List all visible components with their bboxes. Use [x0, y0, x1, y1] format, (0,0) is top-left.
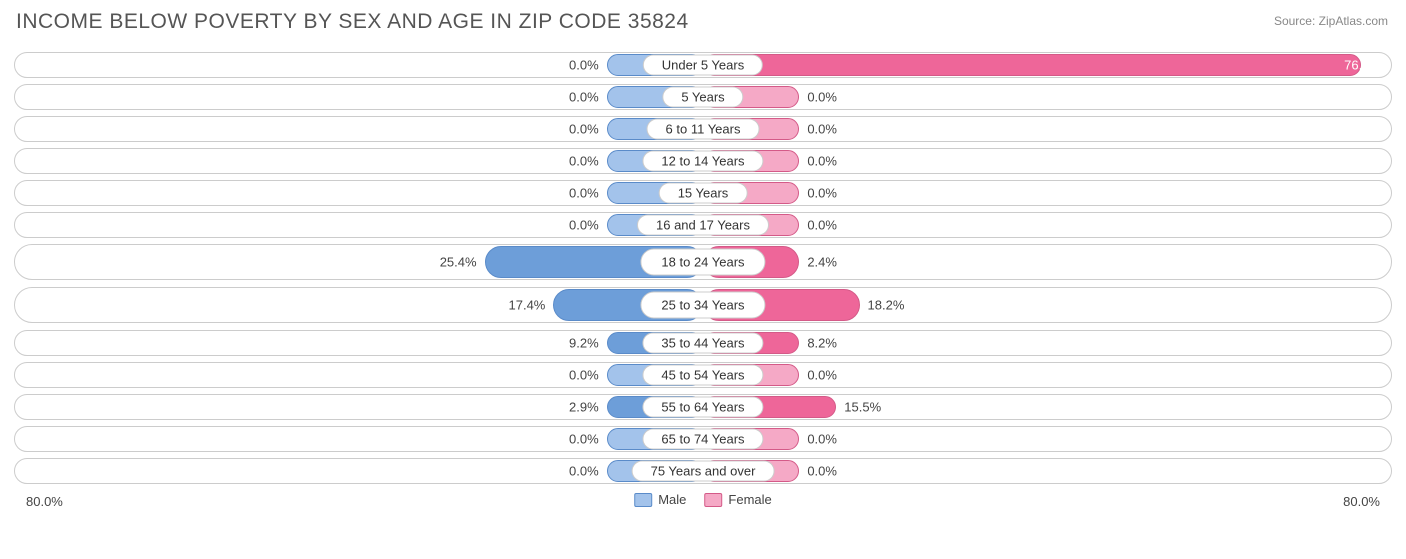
male-value-label: 0.0% [569, 154, 599, 169]
male-swatch-icon [634, 493, 652, 507]
male-value-label: 0.0% [569, 58, 599, 73]
male-value-label: 0.0% [569, 368, 599, 383]
axis-max-right: 80.0% [1343, 494, 1380, 509]
legend-label-female: Female [728, 492, 771, 507]
female-value-label: 15.5% [844, 400, 881, 415]
data-row: 0.0% 0.0% 45 to 54 Years [14, 362, 1392, 388]
male-value-label: 0.0% [569, 122, 599, 137]
data-row: 0.0% 0.0% 75 Years and over [14, 458, 1392, 484]
female-value-label: 0.0% [807, 218, 837, 233]
female-value-label: 0.0% [807, 432, 837, 447]
category-label: 18 to 24 Years [640, 249, 765, 276]
category-label: 35 to 44 Years [642, 333, 763, 354]
female-value-label: 0.0% [807, 368, 837, 383]
female-swatch-icon [704, 493, 722, 507]
female-bar [703, 54, 1361, 76]
category-label: 75 Years and over [632, 461, 775, 482]
data-row: 25.4% 2.4% 18 to 24 Years [14, 244, 1392, 280]
category-label: 5 Years [662, 87, 743, 108]
female-value-label: 0.0% [807, 122, 837, 137]
category-label: 16 and 17 Years [637, 215, 769, 236]
chart-footer: 80.0% Male Female 80.0% [14, 490, 1392, 518]
source-attribution: Source: ZipAtlas.com [1274, 14, 1388, 28]
category-label: 55 to 64 Years [642, 397, 763, 418]
female-value-label: 0.0% [807, 90, 837, 105]
legend: Male Female [634, 492, 772, 507]
chart-area: 0.0%76.5%Under 5 Years0.0%0.0%5 Years0.0… [14, 52, 1392, 484]
female-value-label: 0.0% [807, 464, 837, 479]
female-value-label: 76.5% [1344, 58, 1381, 73]
data-row: 0.0% 76.5% Under 5 Years [14, 52, 1392, 78]
male-value-label: 25.4% [440, 255, 477, 270]
male-value-label: 9.2% [569, 336, 599, 351]
category-label: 25 to 34 Years [640, 292, 765, 319]
data-row: 0.0% 0.0% 65 to 74 Years [14, 426, 1392, 452]
data-row: 0.0% 0.0% 6 to 11 Years [14, 116, 1392, 142]
legend-item-female: Female [704, 492, 771, 507]
category-label: 65 to 74 Years [642, 429, 763, 450]
category-label: 45 to 54 Years [642, 365, 763, 386]
category-label: Under 5 Years [643, 55, 763, 76]
male-value-label: 17.4% [509, 298, 546, 313]
male-value-label: 2.9% [569, 400, 599, 415]
data-row: 0.0% 0.0% 16 and 17 Years [14, 212, 1392, 238]
male-value-label: 0.0% [569, 218, 599, 233]
female-value-label: 0.0% [807, 154, 837, 169]
category-label: 15 Years [659, 183, 748, 204]
category-label: 6 to 11 Years [647, 119, 760, 140]
male-value-label: 0.0% [569, 186, 599, 201]
data-row: 9.2% 8.2% 35 to 44 Years [14, 330, 1392, 356]
chart-title: INCOME BELOW POVERTY BY SEX AND AGE IN Z… [16, 10, 1392, 34]
legend-label-male: Male [658, 492, 686, 507]
axis-max-left: 80.0% [26, 494, 63, 509]
data-row: 0.0% 0.0% 5 Years [14, 84, 1392, 110]
male-value-label: 0.0% [569, 432, 599, 447]
legend-item-male: Male [634, 492, 686, 507]
female-value-label: 8.2% [807, 336, 837, 351]
female-value-label: 2.4% [807, 255, 837, 270]
male-value-label: 0.0% [569, 90, 599, 105]
data-row: 0.0% 0.0% 12 to 14 Years [14, 148, 1392, 174]
male-value-label: 0.0% [569, 464, 599, 479]
female-value-label: 18.2% [868, 298, 905, 313]
category-label: 12 to 14 Years [642, 151, 763, 172]
data-row: 17.4% 18.2% 25 to 34 Years [14, 287, 1392, 323]
female-value-label: 0.0% [807, 186, 837, 201]
data-row: 2.9% 15.5% 55 to 64 Years [14, 394, 1392, 420]
data-row: 0.0% 0.0% 15 Years [14, 180, 1392, 206]
